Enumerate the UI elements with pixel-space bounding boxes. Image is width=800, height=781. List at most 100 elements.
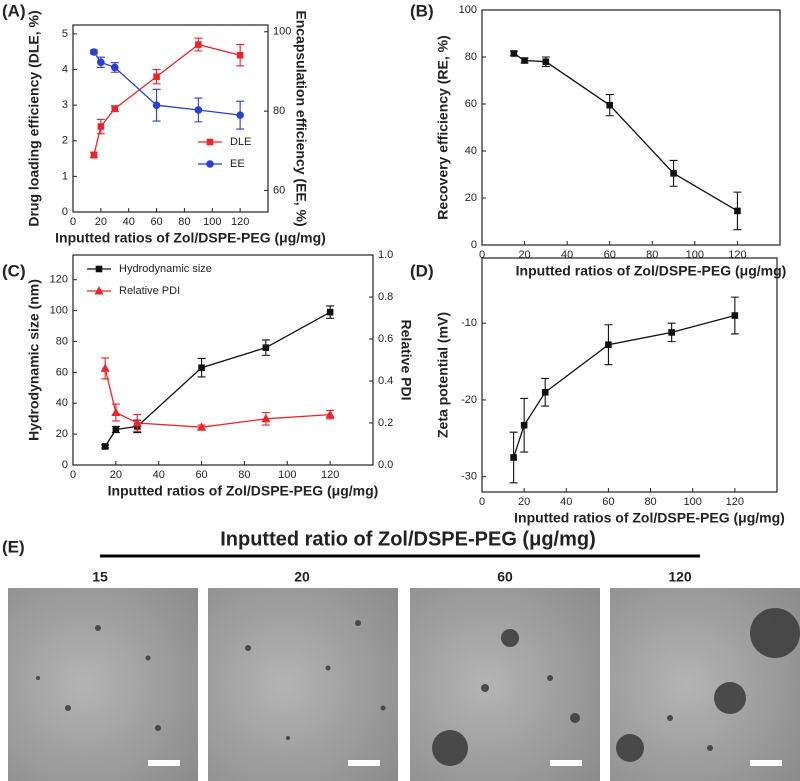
y-tick-label: 1: [62, 170, 68, 182]
panel-label: (B): [410, 1, 434, 20]
micrograph: [208, 588, 398, 781]
marker: [153, 73, 160, 80]
marker: [606, 101, 614, 109]
y-axis-label: Zeta potential (mV): [435, 312, 451, 438]
panel-label: (A): [2, 1, 26, 20]
particle: [65, 705, 71, 711]
particle: [355, 620, 361, 626]
x-tick-label: 100: [278, 469, 296, 481]
marker: [731, 312, 739, 319]
y-tick-label: 40: [465, 145, 477, 157]
panel-label: (C): [2, 261, 26, 280]
marker: [90, 48, 98, 56]
y2-tick-label: 60: [273, 184, 285, 196]
particle: [547, 675, 553, 681]
marker: [206, 138, 214, 146]
x-tick-label: 120: [321, 469, 339, 481]
particle: [714, 682, 746, 714]
x-tick-label: 0: [70, 216, 76, 228]
image-label: 120: [668, 569, 692, 585]
marker: [111, 105, 119, 113]
y-tick-label: -30: [461, 471, 477, 483]
x-tick-label: 80: [646, 249, 658, 261]
marker: [112, 426, 120, 433]
particle: [245, 645, 251, 651]
x-tick-label: 20: [518, 496, 530, 508]
panel-label: (D): [410, 261, 434, 280]
legend-label: DLE: [230, 136, 251, 148]
particle: [616, 734, 644, 762]
marker: [90, 151, 98, 159]
y-tick-label: 2: [62, 135, 68, 147]
marker: [668, 329, 675, 336]
marker: [100, 363, 110, 372]
particle: [570, 713, 580, 723]
particle: [667, 715, 673, 721]
x-tick-label: 40: [560, 496, 572, 508]
marker: [262, 344, 270, 351]
y-tick-label: 60: [56, 366, 68, 378]
series-line: [512, 314, 736, 458]
x-axis-label: Inputted ratios of Zol/DSPE-PEG (μg/mg): [55, 230, 326, 246]
y-tick-label: 0: [62, 206, 68, 218]
marker: [326, 308, 334, 316]
particle: [750, 608, 800, 658]
x-tick-label: 40: [153, 469, 165, 481]
marker: [510, 50, 518, 57]
marker: [94, 286, 104, 295]
y2-axis-label: Encapsulation efficiency (EE, %): [293, 10, 309, 226]
marker: [101, 443, 109, 450]
x-tick-label: 100: [684, 496, 702, 508]
y-tick-label: 0: [62, 459, 68, 471]
marker: [197, 422, 207, 431]
marker: [261, 413, 271, 423]
scale-bar: [348, 760, 380, 766]
marker: [521, 57, 528, 64]
x-tick-label: 0: [479, 249, 485, 261]
x-tick-label: 0: [70, 469, 76, 481]
particle: [432, 730, 468, 766]
marker: [325, 409, 335, 419]
marker: [111, 407, 121, 416]
series-line: [93, 43, 241, 156]
x-tick-label: 80: [178, 216, 190, 228]
y2-tick-label: 80: [273, 105, 285, 117]
marker: [95, 265, 103, 273]
x-tick-label: 20: [110, 469, 122, 481]
x-tick-label: 60: [195, 469, 207, 481]
plot-frame: [481, 9, 781, 246]
marker: [152, 101, 161, 109]
marker: [206, 160, 214, 168]
x-tick-label: 0: [479, 496, 485, 508]
marker: [97, 123, 105, 130]
y2-tick-label: 0.2: [378, 417, 393, 429]
y-tick-label: 0: [471, 239, 477, 251]
panel-label: (E): [2, 537, 25, 556]
image-label: 60: [497, 569, 513, 585]
x-axis-label: Inputted ratios of Zol/DSPE-PEG (μg/mg): [516, 263, 787, 279]
particle: [380, 705, 386, 711]
y-tick-label: 80: [465, 51, 477, 63]
particle: [325, 665, 331, 671]
y2-axis-label: Relative PDI: [398, 320, 414, 401]
y2-tick-label: 0.0: [378, 459, 393, 471]
x-tick-label: 40: [123, 216, 135, 228]
y-axis-label: Recovery efficiency (RE, %): [435, 35, 451, 219]
y-tick-label: 20: [56, 428, 68, 440]
marker: [194, 106, 203, 114]
x-tick-label: 120: [726, 496, 744, 508]
particle: [155, 725, 161, 731]
x-tick-label: 60: [602, 496, 614, 508]
y-tick-label: 80: [56, 335, 68, 347]
particle: [145, 655, 151, 661]
panel-title: Inputted ratio of Zol/DSPE-PEG (μg/mg): [220, 528, 596, 550]
x-tick-label: 120: [728, 249, 746, 261]
y2-tick-label: 0.8: [378, 291, 393, 303]
y-tick-label: -20: [461, 394, 477, 406]
particle: [481, 684, 489, 692]
marker: [542, 58, 550, 65]
marker: [510, 454, 517, 461]
x-tick-label: 80: [644, 496, 656, 508]
series-line: [104, 368, 331, 428]
y-axis-label: Drug loading efficiency (DLE, %): [26, 10, 42, 226]
